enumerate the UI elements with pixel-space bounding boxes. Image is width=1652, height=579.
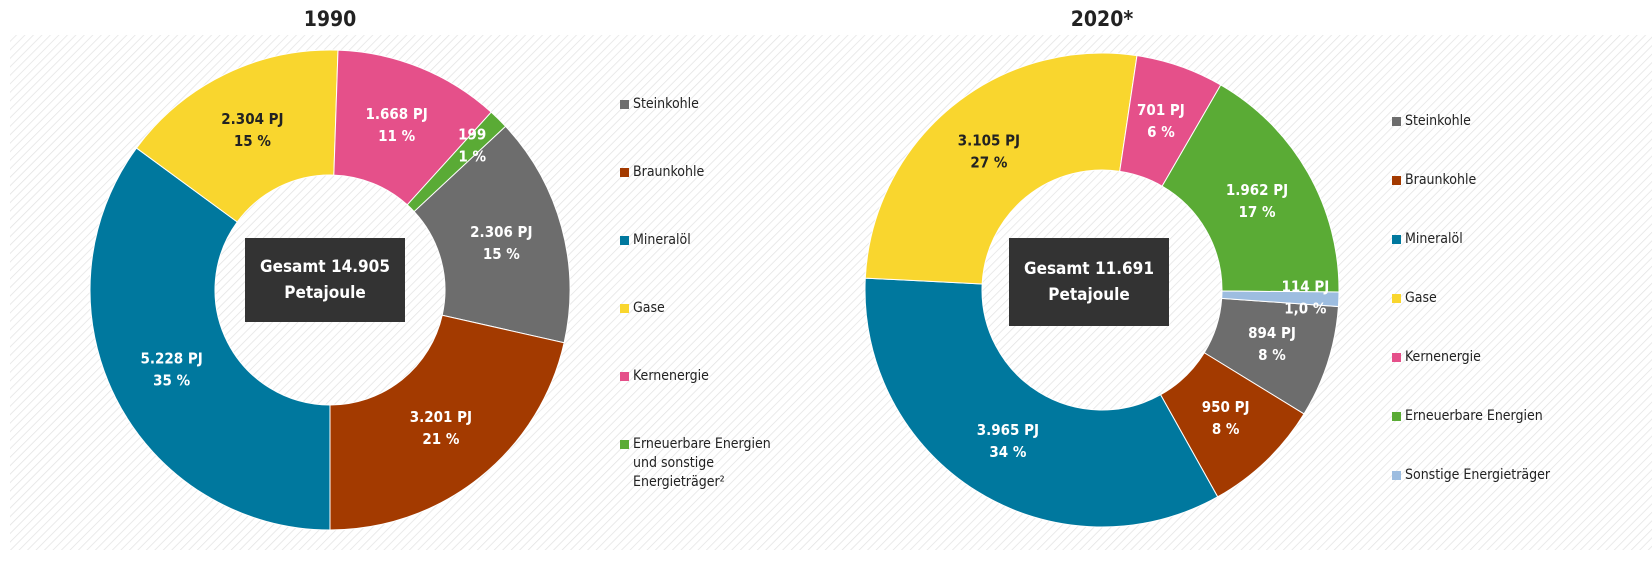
percent-label: 8 % [1258, 346, 1286, 364]
legend-label: Gase [633, 300, 665, 316]
legend-item: Mineralöl [620, 231, 800, 250]
donut-slice [135, 49, 339, 223]
legend-swatch [620, 168, 629, 177]
legend-label: Erneuerbare Energien [1405, 408, 1543, 424]
legend-item: Steinkohle [620, 95, 800, 114]
chart-title: 1990 [304, 7, 357, 31]
value-label: 114 PJ [1281, 277, 1329, 295]
value-label: 3.965 PJ [977, 421, 1039, 439]
legend-item: Braunkohle [620, 163, 800, 182]
center-box [1009, 238, 1169, 326]
value-label: 199 [458, 125, 486, 143]
legend-swatch [1392, 176, 1401, 185]
legend-label: Steinkohle [633, 96, 699, 112]
legend-item: Steinkohle [1392, 112, 1572, 131]
value-label: 5.228 PJ [141, 350, 203, 368]
legend-item: Sonstige Energieträger [1392, 466, 1572, 485]
legend-item: Gase [620, 299, 800, 318]
legend-swatch [1392, 412, 1401, 421]
percent-label: 27 % [970, 153, 1007, 171]
legend-swatch [1392, 294, 1401, 303]
legend-label: Gase [1405, 290, 1437, 306]
legend-label: Mineralöl [1405, 231, 1463, 247]
legend-label: Sonstige Energieträger [1405, 467, 1551, 483]
legend-item: Erneuerbare Energien [1392, 407, 1572, 426]
value-label: 950 PJ [1202, 398, 1250, 416]
donut-slice [89, 147, 331, 531]
legend-swatch [620, 372, 629, 381]
center-label: Petajoule [284, 283, 365, 303]
legend-swatch [1392, 353, 1401, 362]
donut-slice [406, 111, 507, 213]
legend-label: Kernenergie [633, 368, 709, 384]
value-label: 1.962 PJ [1226, 181, 1288, 199]
legend-label: Erneuerbare Energien und sonstige Energi… [633, 436, 771, 490]
value-label: 3.201 PJ [410, 408, 472, 426]
percent-label: 35 % [153, 372, 190, 390]
center-label: Gesamt 11.691 [1024, 259, 1154, 279]
legend-item: Gase [1392, 289, 1572, 308]
percent-label: 11 % [378, 127, 415, 145]
center-label: Gesamt 14.905 [260, 257, 390, 277]
percent-label: 6 % [1147, 123, 1175, 141]
center-box [245, 238, 405, 322]
percent-label: 1,0 % [1284, 299, 1327, 317]
donut-slice [329, 314, 565, 531]
legend-label: Braunkohle [633, 164, 705, 180]
legend-swatch [1392, 235, 1401, 244]
legend-swatch [620, 304, 629, 313]
donut-slice [1161, 84, 1340, 293]
legend-item: Kernenergie [1392, 348, 1572, 367]
donut-slice [1221, 290, 1340, 308]
legend-swatch [620, 100, 629, 109]
legend-label: Steinkohle [1405, 113, 1471, 129]
value-label: 2.304 PJ [221, 110, 283, 128]
legend-label: Braunkohle [1405, 172, 1477, 188]
value-label: 894 PJ [1248, 324, 1296, 342]
value-label: 1.668 PJ [365, 105, 427, 123]
value-label: 2.306 PJ [470, 223, 532, 241]
legend-label: Mineralöl [633, 232, 691, 248]
value-label: 3.105 PJ [958, 131, 1020, 149]
percent-label: 34 % [989, 443, 1026, 461]
percent-label: 17 % [1239, 203, 1276, 221]
percent-label: 15 % [234, 132, 271, 150]
legend-swatch [620, 236, 629, 245]
value-label: 701 PJ [1137, 101, 1185, 119]
legend-label: Kernenergie [1405, 349, 1481, 365]
center-label: Petajoule [1048, 285, 1129, 305]
donut-slice [413, 125, 571, 344]
legend-item: Kernenergie [620, 367, 800, 386]
chart-title: 2020* [1071, 7, 1134, 31]
legend-item: Erneuerbare Energien und sonstige Energi… [620, 435, 800, 492]
legend-swatch [1392, 471, 1401, 480]
percent-label: 21 % [422, 430, 459, 448]
percent-label: 1 % [458, 147, 486, 165]
legend-swatch [620, 440, 629, 449]
legend-item: Braunkohle [1392, 171, 1572, 190]
legend-item: Mineralöl [1392, 230, 1572, 249]
donut-slice [864, 277, 1219, 528]
percent-label: 15 % [483, 245, 520, 263]
legend-swatch [1392, 117, 1401, 126]
donut-slice [864, 52, 1138, 285]
percent-label: 8 % [1212, 420, 1240, 438]
